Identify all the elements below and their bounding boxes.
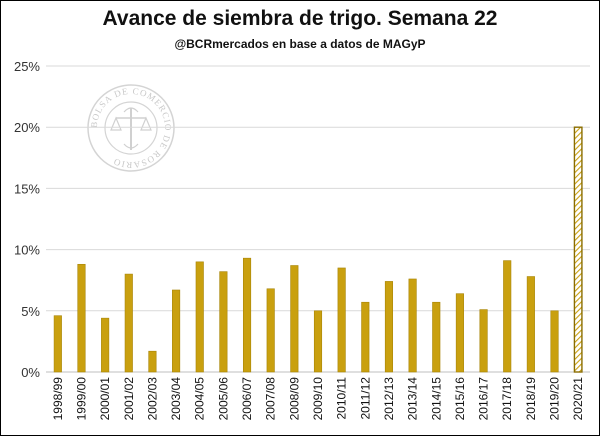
x-tick-label: 2007/08: [264, 377, 278, 421]
y-tick-label: 5%: [21, 304, 40, 319]
x-tick-label: 2009/10: [311, 377, 325, 421]
x-tick-label: 2014/15: [429, 377, 443, 421]
bar-2019/20: [550, 310, 559, 373]
y-tick-label: 20%: [14, 120, 40, 135]
x-axis-ticks: 1998/99 1999/00 2000/01 2001/02 2002/03 2003/…: [51, 377, 585, 421]
x-tick-label: 2012/13: [382, 377, 396, 421]
bar-2006/07: [242, 257, 252, 373]
y-tick-label: 25%: [14, 59, 40, 74]
watermark-seal: BOLSA DE COMERCIO DE ROSARIO: [87, 84, 175, 172]
x-tick-label: 1999/00: [74, 377, 88, 421]
bar-2015/16: [455, 293, 464, 373]
bar-2007/08: [266, 288, 275, 373]
y-tick-label: 0%: [21, 365, 40, 380]
x-tick-label: 2020/21: [571, 377, 585, 421]
x-tick-label: 1998/99: [51, 377, 65, 421]
bar-2013/14: [408, 278, 417, 373]
bar-2002/03: [148, 350, 157, 373]
bar-2004/05: [195, 261, 204, 373]
bar-2012/13: [384, 281, 394, 373]
bar-2016/17: [479, 309, 488, 373]
chart-subtitle: @BCRmercados en base a datos de MAGyP: [174, 37, 426, 51]
bar-2008/09: [290, 265, 299, 373]
y-tick-label: 15%: [14, 181, 40, 196]
bar-2018/19: [526, 276, 535, 373]
bar-2001/02: [124, 273, 133, 373]
bar-2003/04: [172, 289, 181, 373]
bar-2011/12: [361, 301, 370, 373]
x-tick-label: 2017/18: [500, 377, 514, 421]
x-tick-label: 2002/03: [145, 377, 159, 421]
x-tick-label: 2005/06: [216, 377, 230, 421]
bar-2020/21: [573, 126, 583, 373]
bar-1998/99: [53, 315, 62, 373]
chart-title: Avance de siembra de trigo. Semana 22: [102, 7, 498, 30]
bar-2010/11: [337, 267, 346, 373]
x-tick-label: 2001/02: [122, 377, 136, 421]
x-tick-label: 2010/11: [335, 377, 349, 420]
bars: [53, 126, 583, 373]
x-tick-label: 2015/16: [453, 377, 467, 421]
y-tick-label: 10%: [14, 243, 40, 258]
x-tick-label: 2018/19: [524, 377, 538, 421]
bar-2017/18: [503, 260, 512, 373]
bar-2005/06: [219, 271, 228, 373]
y-axis-ticks: 0% 5% 10% 15% 20% 25%: [14, 59, 40, 380]
bar-2009/10: [313, 310, 323, 373]
x-tick-label: 2004/05: [193, 377, 207, 421]
x-tick-label: 2000/01: [98, 377, 112, 421]
bar-2000/01: [101, 317, 110, 373]
bar-2014/15: [432, 301, 441, 373]
x-tick-label: 2006/07: [240, 377, 254, 421]
x-tick-label: 2011/12: [358, 377, 372, 420]
x-tick-label: 2008/09: [287, 377, 301, 421]
x-tick-label: 2013/14: [406, 377, 420, 421]
x-tick-label: 2016/17: [477, 377, 491, 421]
bar-1999/00: [77, 263, 86, 373]
x-tick-label: 2019/20: [548, 377, 562, 421]
x-tick-label: 2003/04: [169, 377, 183, 421]
